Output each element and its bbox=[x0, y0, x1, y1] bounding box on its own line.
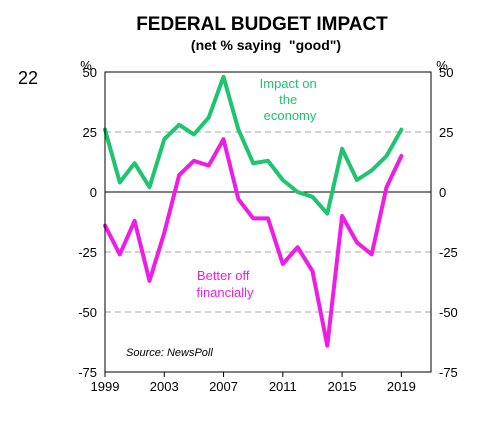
y-tick-label-right: 50 bbox=[439, 65, 453, 80]
y-tick-label-right: -50 bbox=[439, 305, 458, 320]
y-unit-right: % bbox=[436, 58, 448, 73]
x-axis: 1999 2003 2007 2011 2015 2019 bbox=[91, 372, 416, 394]
series-label-financial: Better off financially bbox=[196, 268, 254, 300]
y-tick-label-right: 0 bbox=[439, 185, 446, 200]
y-axis-left: 50 25 0 -25 -50 -75 bbox=[78, 65, 97, 380]
y-axis-right: 50 25 0 -25 -50 -75 bbox=[439, 65, 458, 380]
chart-title: FEDERAL BUDGET IMPACT bbox=[136, 14, 388, 35]
series-label-economy-line: Impact on bbox=[260, 76, 317, 91]
page-number: 22 bbox=[18, 68, 38, 88]
x-tick-label: 2019 bbox=[387, 379, 416, 394]
series-label-economy-line: economy bbox=[264, 108, 317, 123]
x-tick-label: 2003 bbox=[150, 379, 179, 394]
series-label-financial-line: Better off bbox=[197, 268, 250, 283]
series-line-economy bbox=[103, 74, 404, 216]
series-label-economy: Impact on the economy bbox=[260, 76, 321, 123]
series-label-economy-line: the bbox=[279, 92, 297, 107]
series-line-financial bbox=[103, 137, 404, 348]
y-tick-label-right: -75 bbox=[439, 365, 458, 380]
y-tick-label-left: 25 bbox=[83, 125, 97, 140]
series-lines bbox=[103, 74, 404, 348]
x-tick-label: 2007 bbox=[209, 379, 238, 394]
x-tick-label: 2015 bbox=[328, 379, 357, 394]
x-tick-label: 2011 bbox=[269, 379, 297, 394]
x-tick-label: 1999 bbox=[91, 379, 120, 394]
y-tick-label-left: -75 bbox=[78, 365, 97, 380]
y-tick-label-left: 50 bbox=[83, 65, 97, 80]
y-tick-label-left: -50 bbox=[78, 305, 97, 320]
plot-frame bbox=[104, 71, 432, 373]
y-tick-label-right: 25 bbox=[439, 125, 453, 140]
chart-subtitle: (net % saying "good") bbox=[191, 37, 341, 53]
source-note: Source: NewsPoll bbox=[126, 347, 213, 359]
y-unit-left: % bbox=[80, 58, 92, 73]
y-tick-label-right: -25 bbox=[439, 245, 458, 260]
series-label-financial-line: financially bbox=[196, 285, 254, 300]
y-tick-label-left: -25 bbox=[78, 245, 97, 260]
y-tick-label-left: 0 bbox=[90, 185, 97, 200]
